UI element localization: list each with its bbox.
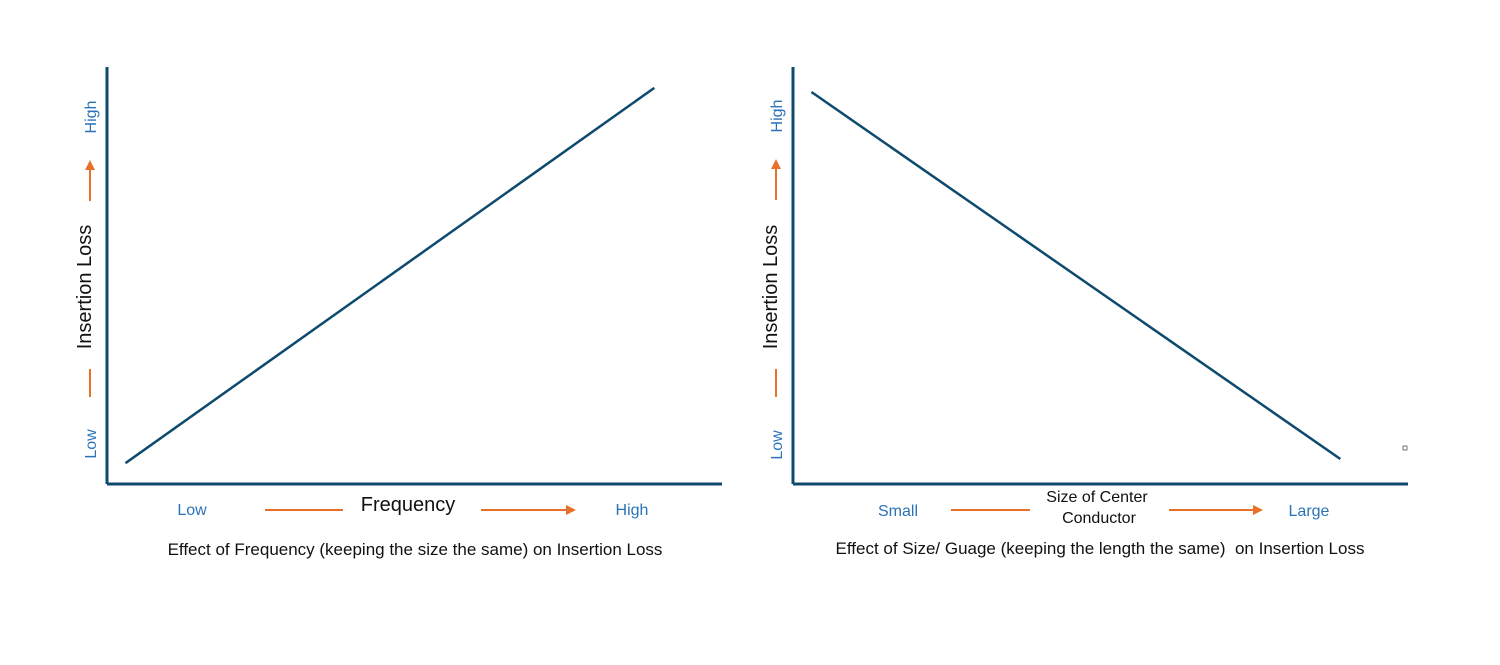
y-high-label: High <box>769 100 786 133</box>
y-low-label: Low <box>769 430 786 460</box>
x-high-label: High <box>616 502 649 519</box>
y-high-label: High <box>83 101 100 134</box>
x-low-label: Small <box>878 503 918 520</box>
chart-frequency: High Insertion Loss Low Low Frequency Hi… <box>74 67 722 559</box>
y-axis-title: Insertion Loss <box>760 225 782 350</box>
chart-caption: Effect of Size/ Guage (keeping the lengt… <box>836 539 1365 558</box>
x-axis-title-line1: Size of Center <box>1046 489 1148 506</box>
stray-mark <box>1402 445 1408 451</box>
chart-conductor-size: High Insertion Loss Low Small Size of Ce… <box>760 67 1408 558</box>
series-line <box>124 86 656 465</box>
x-axis-title: Frequency <box>361 494 456 516</box>
chart-caption: Effect of Frequency (keeping the size th… <box>168 540 663 559</box>
series-line <box>810 90 1342 461</box>
y-low-label: Low <box>83 429 100 459</box>
y-axis-title: Insertion Loss <box>74 225 96 350</box>
x-high-label: Large <box>1289 503 1330 520</box>
x-axis-title-line2: Conductor <box>1062 510 1136 527</box>
x-low-label: Low <box>177 502 207 519</box>
